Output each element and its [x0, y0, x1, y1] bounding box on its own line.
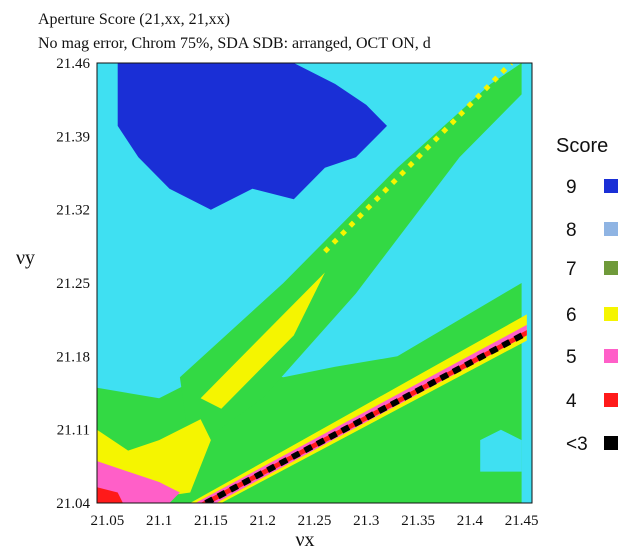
black-diagonal-line: [204, 330, 529, 503]
y-tick-label: 21.18: [56, 349, 90, 365]
plot-frame: [96, 62, 533, 504]
x-tick-label: 21.1: [146, 513, 172, 529]
score-9-blue-region: [117, 63, 387, 210]
yellow-upper-band: [200, 272, 325, 409]
legend-swatch: [604, 261, 618, 275]
legend-label: 8: [566, 220, 577, 241]
x-tick-label: 21.4: [457, 513, 484, 529]
chart-subtitle: No mag error, Chrom 75%, SDA SDB: arrang…: [38, 35, 431, 52]
yellow-diagonal-band: [190, 314, 527, 503]
legend-swatch: [604, 179, 618, 193]
legend-swatch: [604, 436, 618, 450]
pink-lower-left-region: [97, 461, 180, 503]
y-axis-label: νy: [16, 247, 35, 269]
legend-label: 4: [566, 391, 577, 412]
chart-title: Aperture Score (21,xx, 21,xx): [38, 11, 230, 28]
legend-label: 7: [566, 259, 577, 280]
y-tick-label: 21.46: [56, 56, 90, 72]
heatmap-plot: [96, 62, 533, 504]
y-tick-label: 21.32: [56, 203, 90, 219]
x-tick-label: 21.2: [250, 513, 276, 529]
y-tick-label: 21.25: [56, 276, 90, 292]
score-legend: Score 9 8 7 6 5 4 <3: [556, 135, 618, 455]
x-axis-label: νx: [295, 529, 314, 550]
pink-diagonal-band: [195, 324, 527, 503]
legend-title: Score: [556, 135, 608, 157]
legend-label: 9: [566, 177, 577, 198]
legend-swatch: [604, 307, 618, 321]
x-tick-label: 21.25: [298, 513, 332, 529]
x-tick-label: 21.35: [401, 513, 435, 529]
x-tick-label: 21.15: [194, 513, 228, 529]
legend-swatch: [604, 222, 618, 236]
yellow-dotted-line: [323, 63, 514, 254]
x-tick-label: 21.3: [353, 513, 379, 529]
legend-label: 6: [566, 305, 577, 326]
y-axis-ticks: 21.46 21.39 21.32 21.25 21.18 21.11 21.04: [56, 56, 90, 512]
cyan-right-patch: [480, 429, 522, 472]
y-tick-label: 21.04: [56, 496, 90, 512]
red-lower-left-region: [97, 487, 123, 503]
x-tick-label: 21.05: [90, 513, 124, 529]
x-tick-label: 21.45: [505, 513, 539, 529]
legend-swatch: [604, 349, 618, 363]
x-axis-ticks: 21.05 21.1 21.15 21.2 21.25 21.3 21.35 21.4 21.4…: [90, 513, 538, 529]
y-tick-label: 21.11: [57, 423, 90, 439]
legend-label: 5: [566, 347, 577, 368]
legend-swatch: [604, 393, 618, 407]
legend-label: <3: [566, 434, 588, 455]
y-tick-label: 21.39: [56, 129, 90, 145]
